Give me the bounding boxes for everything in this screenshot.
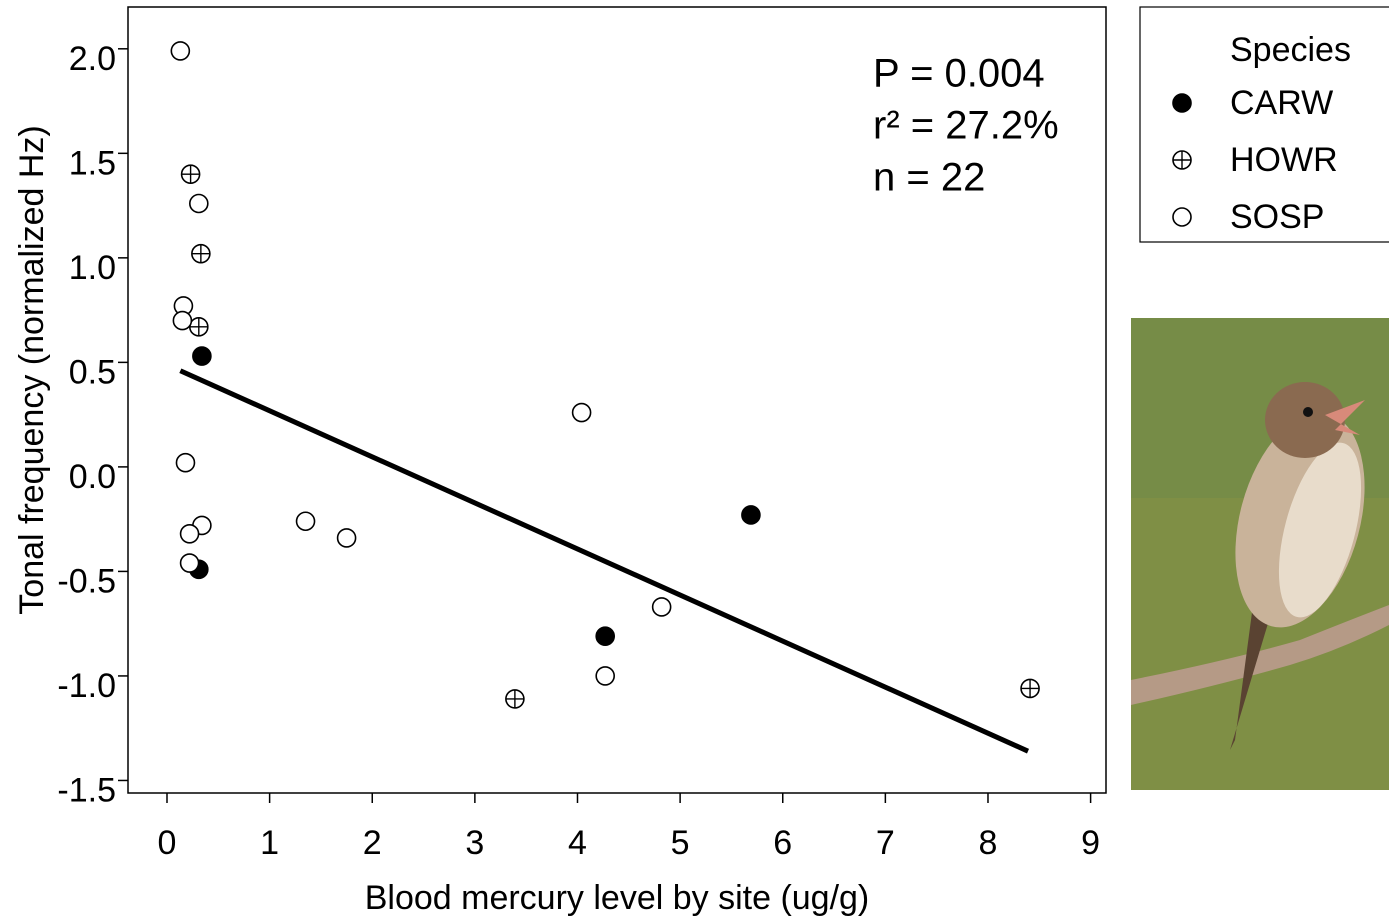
point-body bbox=[651, 597, 672, 617]
point-body bbox=[295, 511, 316, 532]
point-body bbox=[179, 523, 200, 544]
bird-beak bbox=[1325, 400, 1365, 435]
x-tick-label: 6 bbox=[773, 824, 792, 862]
annotation: r² = 27.2% bbox=[873, 104, 1059, 148]
y-axis-title: Tonal frequency (normalized Hz) bbox=[13, 125, 51, 614]
point bbox=[179, 523, 200, 544]
legend-title: Species bbox=[1230, 31, 1351, 69]
point bbox=[505, 689, 525, 709]
bird-photo bbox=[1131, 318, 1389, 790]
point bbox=[189, 193, 209, 214]
point-body bbox=[336, 528, 357, 548]
point bbox=[170, 41, 191, 61]
y-tick-label: 1.0 bbox=[69, 249, 116, 287]
x-tick-label: 5 bbox=[671, 824, 690, 862]
point-body bbox=[192, 346, 212, 366]
x-tick-label: 1 bbox=[260, 824, 279, 862]
x-tick-label: 9 bbox=[1081, 824, 1100, 862]
point bbox=[180, 164, 201, 185]
x-tick-label: 4 bbox=[568, 824, 587, 862]
legend-marker bbox=[1172, 207, 1192, 227]
point bbox=[179, 553, 200, 573]
x-tick-label: 8 bbox=[979, 824, 998, 862]
legend-label: SOSP bbox=[1230, 198, 1324, 236]
bird-tail bbox=[1230, 590, 1275, 750]
y-tick-label: -0.5 bbox=[57, 562, 116, 600]
y-tick-label: -1.0 bbox=[57, 667, 116, 705]
legend-marker bbox=[1172, 150, 1192, 170]
point bbox=[175, 452, 196, 473]
point bbox=[192, 346, 212, 366]
bird-breast bbox=[1278, 442, 1362, 618]
x-tick-label: 0 bbox=[158, 824, 177, 862]
point-body bbox=[189, 193, 209, 214]
point bbox=[295, 511, 316, 532]
point bbox=[172, 310, 193, 331]
bird-head bbox=[1265, 382, 1345, 458]
point bbox=[1020, 678, 1040, 699]
x-axis-title: Blood mercury level by site (ug/g) bbox=[365, 879, 870, 917]
y-tick-label: -1.5 bbox=[57, 771, 116, 809]
point-body bbox=[172, 310, 193, 331]
bird-eye bbox=[1303, 407, 1313, 417]
point bbox=[336, 528, 357, 548]
branch bbox=[1131, 605, 1389, 705]
legend-marker-body bbox=[1172, 207, 1192, 227]
legend-marker-body bbox=[1172, 93, 1192, 113]
plot-frame bbox=[127, 6, 1107, 794]
point-body bbox=[595, 626, 615, 647]
legend-label: CARW bbox=[1230, 84, 1333, 122]
y-tick-label: 0.0 bbox=[69, 458, 116, 496]
point bbox=[191, 243, 211, 264]
x-tick-label: 7 bbox=[876, 824, 895, 862]
point bbox=[189, 317, 209, 337]
point bbox=[595, 626, 615, 647]
legend-frame bbox=[1139, 6, 1389, 243]
legend-label: HOWR bbox=[1230, 141, 1338, 179]
point-body bbox=[170, 41, 191, 61]
annotation: P = 0.004 bbox=[873, 52, 1045, 96]
point bbox=[595, 666, 615, 686]
trend-line bbox=[179, 368, 1030, 754]
y-tick-label: 0.5 bbox=[69, 353, 116, 391]
point bbox=[651, 597, 672, 617]
annotation: n = 22 bbox=[873, 156, 985, 200]
point-body bbox=[175, 452, 196, 473]
y-tick-label: 1.5 bbox=[69, 144, 116, 182]
point-body bbox=[179, 553, 200, 573]
point bbox=[571, 402, 592, 423]
point bbox=[741, 505, 761, 525]
legend-marker bbox=[1172, 93, 1192, 113]
x-tick-label: 2 bbox=[363, 824, 382, 862]
y-tick-label: 2.0 bbox=[69, 40, 116, 78]
point-body bbox=[571, 402, 592, 423]
point-body bbox=[595, 666, 615, 686]
point-body bbox=[741, 505, 761, 525]
x-tick-label: 3 bbox=[465, 824, 484, 862]
